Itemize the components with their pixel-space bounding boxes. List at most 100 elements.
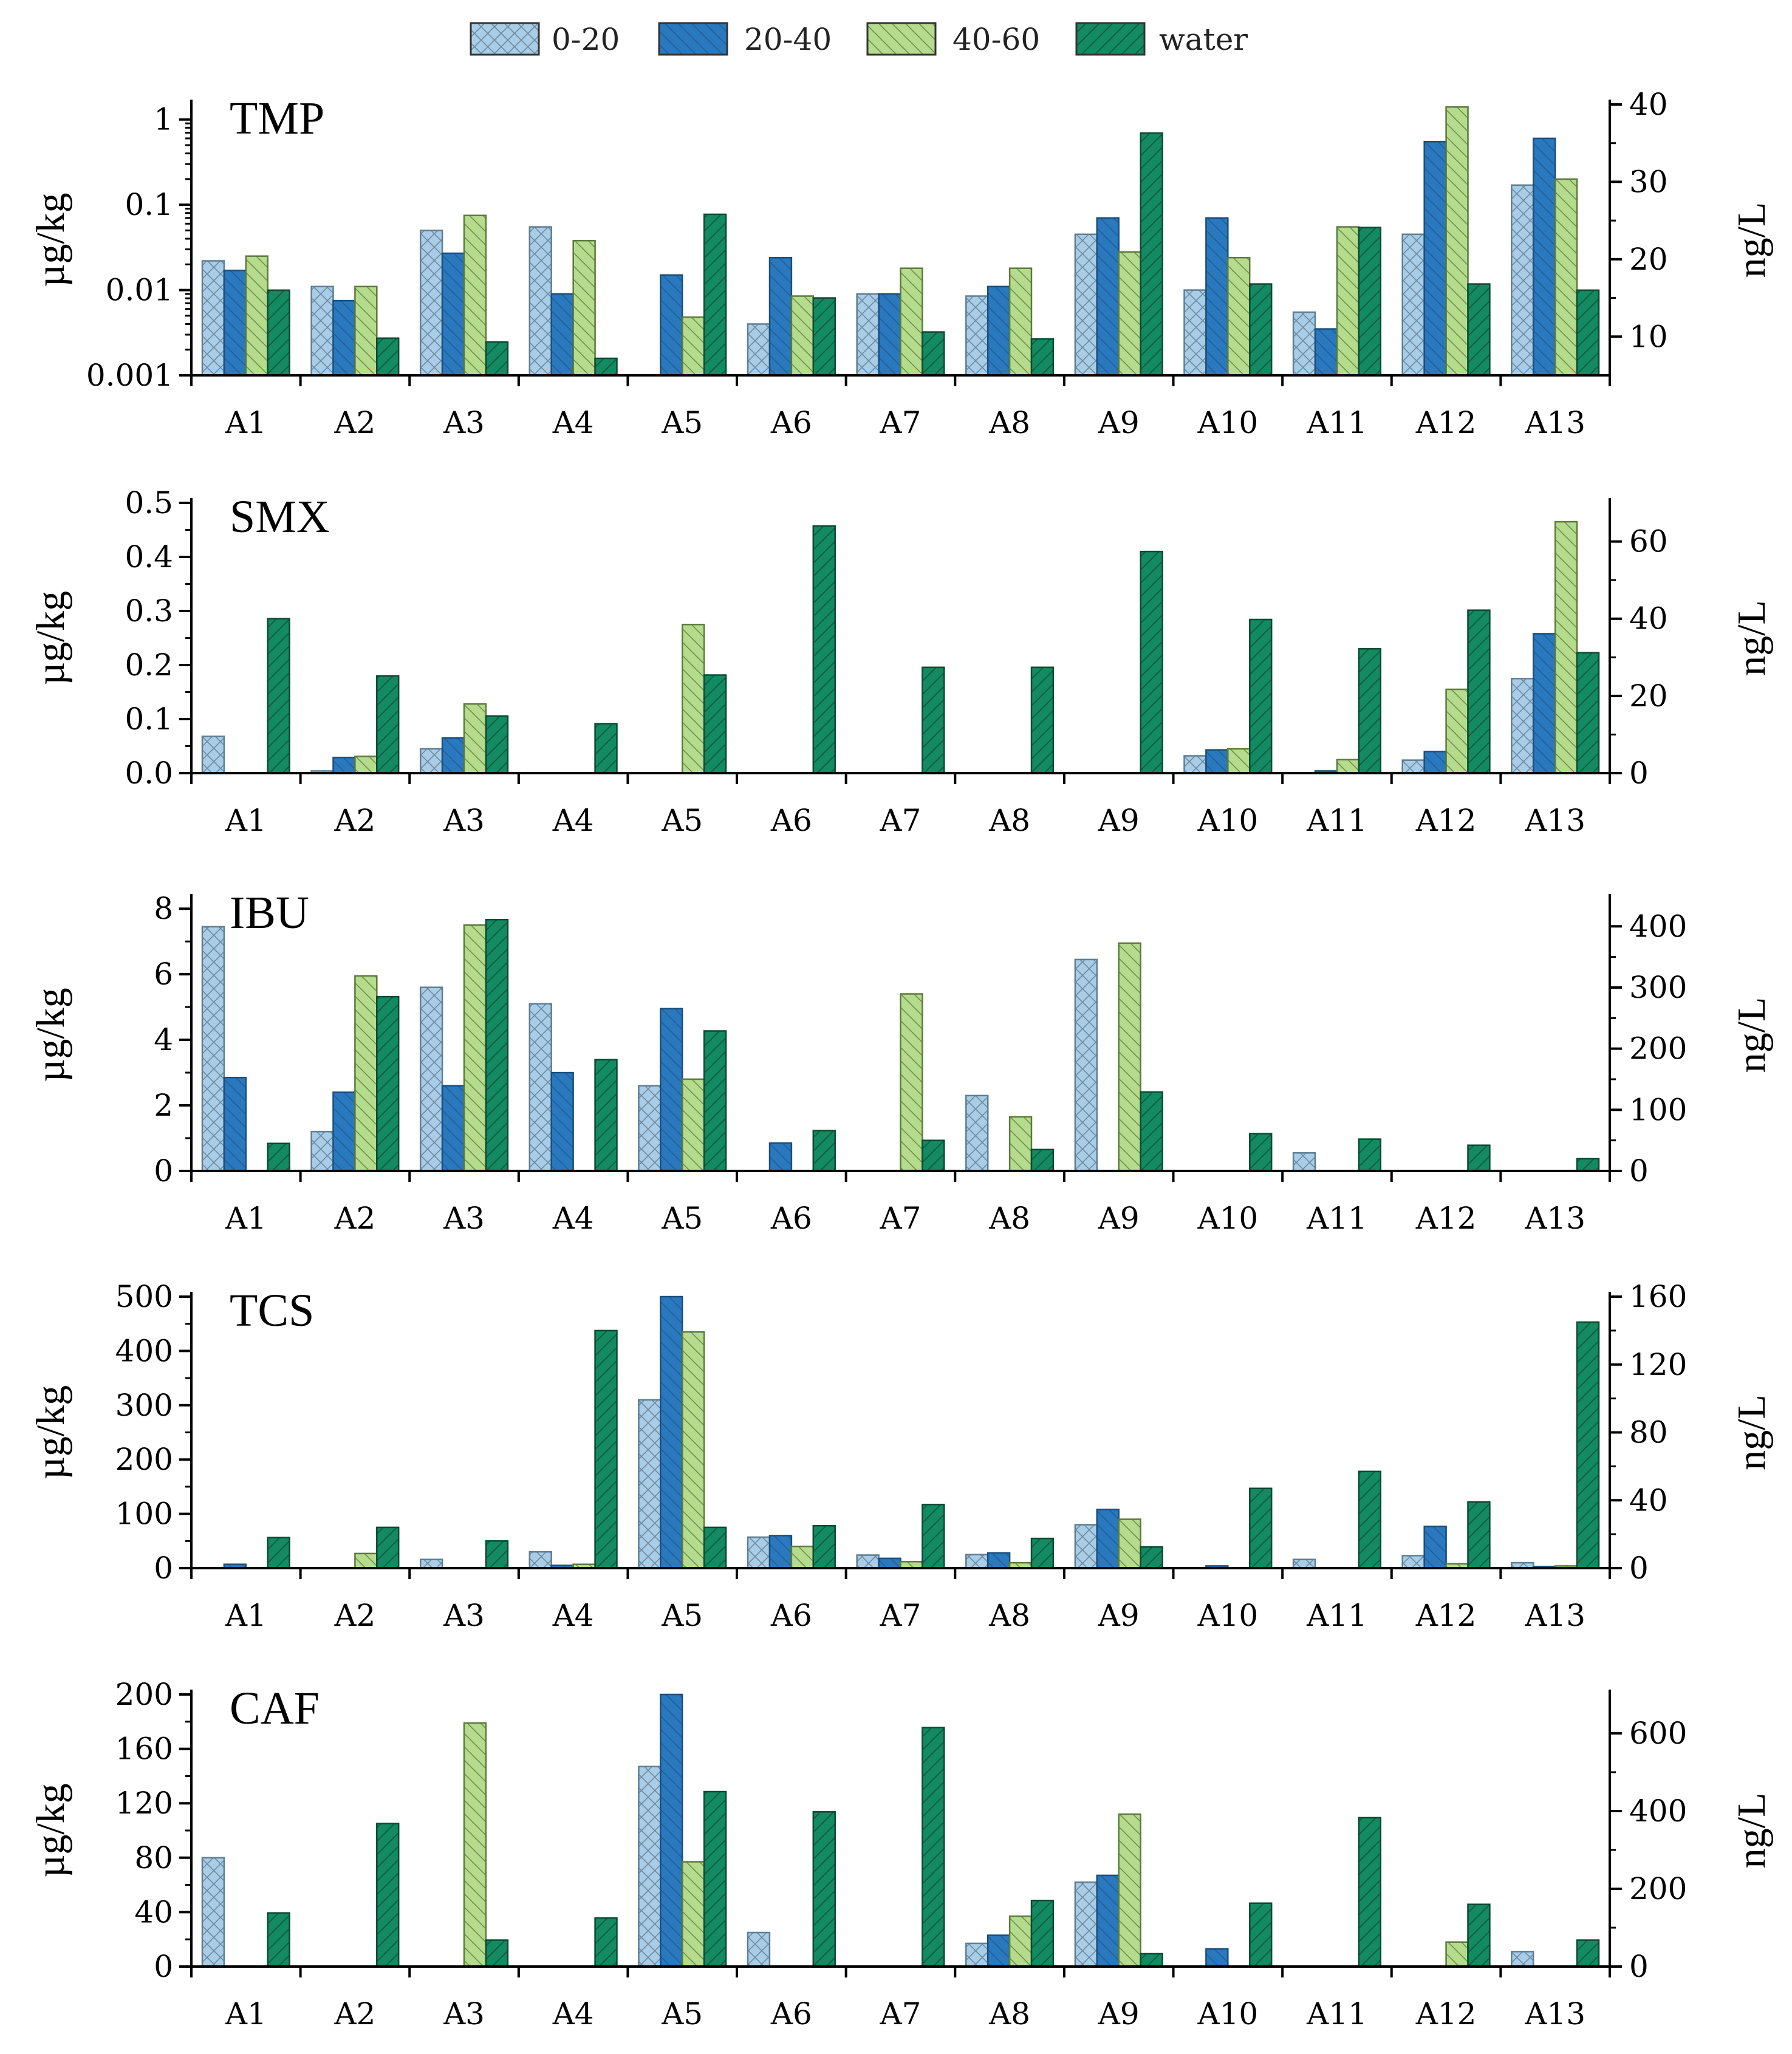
bar-caf-a10-20-40 <box>1205 1948 1229 1968</box>
bar-ibu-a5-20-40 <box>660 1008 683 1172</box>
bar-tmp-a11-0-20 <box>1292 311 1316 377</box>
category-label-tcs-a5: A5 <box>661 1598 703 1633</box>
category-label-tmp-a11: A11 <box>1306 405 1367 440</box>
bar-tmp-a9-water <box>1140 132 1163 377</box>
bar-smx-a6-water <box>812 525 836 774</box>
ytick-label-smx-0: 0.0 <box>125 756 173 791</box>
bar-caf-a6-water <box>812 1811 836 1968</box>
ytick-label-smx-4: 0.4 <box>125 539 173 575</box>
bar-tcs-a6-20-40 <box>768 1535 793 1569</box>
category-label-caf-a5: A5 <box>661 1996 703 2032</box>
legend-swatch-water <box>1075 22 1146 56</box>
bar-ibu-a13-water <box>1576 1158 1600 1172</box>
y2tick-label-ibu-1: 100 <box>1629 1092 1687 1127</box>
bar-tcs-a6-40-60 <box>790 1545 815 1569</box>
y2tick-label-smx-0: 0 <box>1629 756 1649 791</box>
category-label-caf-a4: A4 <box>552 1996 594 2032</box>
bar-smx-a13-0-20 <box>1511 678 1534 774</box>
bar-tcs-a11-water <box>1358 1470 1382 1569</box>
bar-tcs-a7-water <box>922 1503 945 1569</box>
category-label-tcs-a13: A13 <box>1524 1598 1585 1633</box>
bar-ibu-a4-water <box>594 1059 618 1172</box>
bar-tcs-a8-0-20 <box>965 1554 989 1569</box>
bar-ibu-a9-water <box>1140 1091 1163 1172</box>
y2tick-label-tmp-2: 30 <box>1629 164 1668 199</box>
category-label-tcs-a9: A9 <box>1098 1598 1140 1633</box>
bar-smx-a1-water <box>267 618 290 774</box>
bar-tcs-a3-water <box>485 1540 509 1569</box>
bar-caf-a6-0-20 <box>747 1931 771 1968</box>
category-label-smx-a1: A1 <box>225 803 267 838</box>
panel-tcs: 0 100 200 300 400 500 0 40 80 120 160 A1 A2 A3 A4 A5 A6 A… <box>29 1279 1774 1633</box>
bar-tmp-a9-20-40 <box>1096 217 1120 377</box>
bar-tmp-a2-40-60 <box>354 285 378 377</box>
category-label-tmp-a10: A10 <box>1197 405 1258 440</box>
bar-tmp-a6-40-60 <box>790 295 815 377</box>
bar-tcs-a10-water <box>1249 1487 1273 1569</box>
ylabel-tmp: µg/kg <box>29 193 73 287</box>
category-label-tcs-a8: A8 <box>988 1598 1030 1633</box>
bar-smx-a11-40-60 <box>1336 759 1360 774</box>
legend-label-0-20: 0-20 <box>552 22 620 57</box>
category-label-smx-a4: A4 <box>552 803 594 838</box>
category-label-smx-a12: A12 <box>1415 803 1477 838</box>
ytick-label-ibu-1: 2 <box>154 1088 173 1123</box>
bar-tcs-a9-20-40 <box>1096 1509 1120 1569</box>
bar-ibu-a3-40-60 <box>463 924 487 1172</box>
y2tick-label-tcs-2: 80 <box>1629 1415 1668 1450</box>
category-label-tmp-a6: A6 <box>770 405 812 440</box>
bar-smx-a3-20-40 <box>441 737 465 774</box>
category-label-tmp-a5: A5 <box>661 405 703 440</box>
category-label-tmp-a7: A7 <box>880 405 922 440</box>
category-label-tcs-a3: A3 <box>443 1598 485 1633</box>
ytick-label-ibu-2: 4 <box>154 1022 173 1057</box>
bar-ibu-a1-0-20 <box>201 926 225 1172</box>
category-label-smx-a13: A13 <box>1524 803 1585 838</box>
bar-ibu-a2-20-40 <box>332 1091 356 1172</box>
bar-smx-a10-40-60 <box>1227 748 1251 774</box>
bar-caf-a12-water <box>1467 1903 1491 1968</box>
ytick-label-tmp-0: 0.001 <box>86 358 173 393</box>
legend-item-40-60: 40-60 <box>866 22 1040 57</box>
y2tick-label-ibu-4: 400 <box>1629 909 1687 944</box>
bar-tmp-a12-20-40 <box>1423 140 1447 377</box>
bar-tmp-a12-40-60 <box>1445 106 1469 377</box>
bar-smx-a10-water <box>1249 618 1273 774</box>
bar-smx-a3-40-60 <box>463 703 487 774</box>
legend: 0-20 20-40 40-60 water <box>470 22 1248 57</box>
y2tick-label-tmp-0: 10 <box>1629 319 1668 354</box>
ylabel-smx: µg/kg <box>29 591 73 685</box>
category-label-smx-a6: A6 <box>770 803 812 838</box>
bar-tcs-a5-40-60 <box>682 1331 705 1569</box>
category-label-caf-a6: A6 <box>770 1996 812 2032</box>
y2tick-label-tmp-3: 40 <box>1629 87 1668 122</box>
bar-tcs-a4-water <box>594 1329 618 1569</box>
ylabel-caf: µg/kg <box>29 1783 73 1877</box>
category-label-tmp-a8: A8 <box>988 405 1030 440</box>
bar-caf-a13-water <box>1576 1939 1600 1968</box>
y2label-tcs: ng/L <box>1729 1394 1774 1470</box>
bar-smx-a9-water <box>1140 550 1163 774</box>
bar-ibu-a11-0-20 <box>1292 1152 1316 1172</box>
bar-ibu-a5-0-20 <box>638 1085 662 1172</box>
category-label-ibu-a4: A4 <box>552 1201 594 1236</box>
bar-smx-a12-40-60 <box>1445 688 1469 774</box>
ylabel-tcs: µg/kg <box>29 1385 73 1479</box>
category-label-caf-a10: A10 <box>1197 1996 1258 2032</box>
bar-tcs-a9-0-20 <box>1074 1524 1098 1569</box>
bar-tmp-a13-0-20 <box>1511 184 1534 377</box>
bar-smx-a2-water <box>376 675 400 774</box>
bar-smx-a11-water <box>1358 648 1382 774</box>
bar-tmp-a9-0-20 <box>1074 233 1098 377</box>
bar-ibu-a3-20-40 <box>441 1085 465 1172</box>
bar-tmp-a11-20-40 <box>1314 328 1338 377</box>
bar-caf-a9-0-20 <box>1074 1881 1098 1968</box>
bar-caf-a5-40-60 <box>682 1861 705 1968</box>
category-label-ibu-a12: A12 <box>1415 1201 1477 1236</box>
category-label-caf-a11: A11 <box>1306 1996 1367 2032</box>
bar-tcs-a8-water <box>1030 1537 1055 1569</box>
category-label-smx-a7: A7 <box>880 803 922 838</box>
category-label-ibu-a9: A9 <box>1098 1201 1140 1236</box>
bar-smx-a7-water <box>922 666 945 774</box>
